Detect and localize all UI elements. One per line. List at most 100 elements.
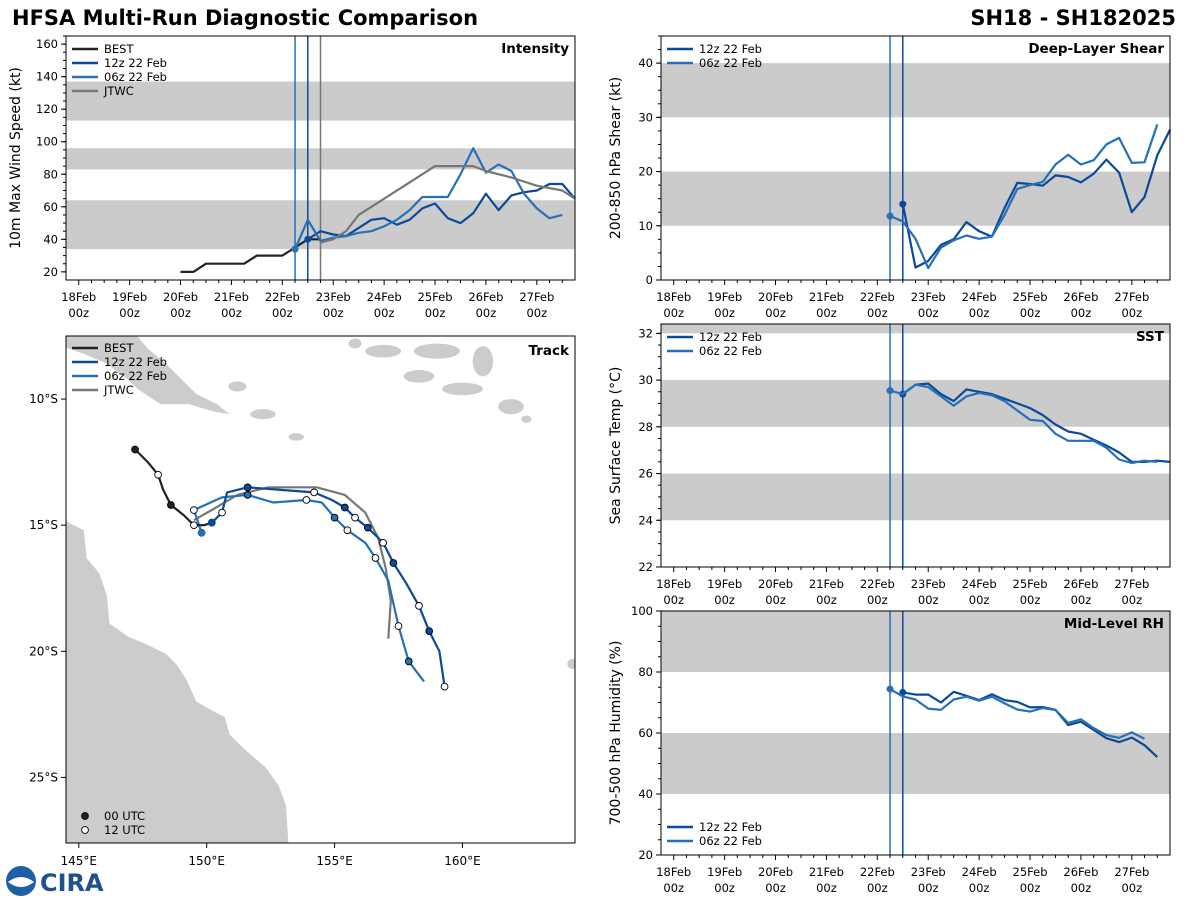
y-tick-label: 24 [638,513,653,527]
island [498,399,524,415]
cira-logo-text: CIRA [40,869,104,897]
x-tick-label: 00z [918,881,939,895]
track-point-12utc [440,682,449,691]
track-start-06z [197,528,206,537]
panel-title: Deep-Layer Shear [1028,41,1164,57]
legend-label: 06z 22 Feb [104,369,167,383]
panel-intensity: 18Feb 00z 19Feb 00z 20Feb 00z 21Feb 00z 22Feb 00z… [8,35,576,320]
x-tick-label: 00z [663,881,684,895]
y-tick-label: 20 [638,165,653,179]
marker-legend-label: 00 UTC [104,809,145,823]
y-tick-label: 26 [638,467,653,481]
y-tick-label: 20 [638,848,653,862]
track-point-12utc [302,496,311,504]
track-point-00utc [340,503,349,512]
lon-tick-label: 150°E [188,854,225,868]
legend-label: BEST [104,42,134,56]
track-point-00utc [404,657,413,666]
x-tick-label: 00z [663,593,684,607]
x-tick-label: 25Feb [418,290,453,304]
x-tick-label: 26Feb [1063,290,1098,304]
track-point-12utc [415,602,423,610]
x-tick-label: 00z [816,306,837,320]
x-tick-label: 00z [272,306,293,320]
track-point-00utc [131,445,139,454]
track-point-12utc [343,526,352,535]
series-start-point [304,235,312,243]
x-tick-label: 24Feb [962,577,997,591]
noaa-icon-wave [8,877,34,887]
x-tick-label: 00z [1121,306,1142,320]
series-start-point [886,212,894,220]
x-tick-label: 25Feb [1013,865,1048,879]
y-tick-label: 100 [631,604,653,618]
x-tick-label: 18Feb [61,290,96,304]
legend-label: 12z 22 Feb [699,330,762,344]
map-land [66,336,575,843]
australia-landmass [66,519,289,843]
legend-label: 12z 22 Feb [104,355,167,369]
x-tick-label: 26Feb [1063,577,1098,591]
y-tick-label: 10 [638,219,653,233]
x-tick-label: 00z [425,306,446,320]
x-tick-label: 18Feb [656,865,691,879]
lon-tick-label: 155°E [316,854,353,868]
threshold-band [661,171,1170,226]
series-line-12z-22-feb [307,182,576,241]
x-tick-label: 23Feb [911,290,946,304]
x-tick-label: 00z [1071,881,1092,895]
island [228,381,247,392]
series-start-point [899,200,907,208]
track-point-12utc [190,521,198,530]
x-tick-label: 19Feb [112,290,147,304]
y-tick-label: 160 [36,37,58,51]
x-tick-label: 00z [476,306,497,320]
x-tick-label: 00z [714,593,735,607]
marker-legend-swatch [81,826,89,834]
lat-tick-label: 25°S [29,770,58,784]
x-tick-label: 18Feb [656,577,691,591]
track-point-12utc [371,554,380,562]
track-point-12utc [351,513,359,522]
x-tick-label: 22Feb [265,290,300,304]
y-tick-label: 80 [638,665,653,679]
x-tick-label: 00z [765,881,786,895]
x-tick-label: 00z [526,306,547,320]
x-tick-label: 24Feb [962,290,997,304]
series-line-12z-22-feb [902,690,1159,758]
lat-tick-label: 15°S [29,518,58,532]
track-point-00utc [363,523,372,532]
x-tick-label: 23Feb [911,865,946,879]
track-point-12utc [379,538,388,547]
panel-rh: 18Feb 00z 19Feb 00z 20Feb 00z 21Feb 00z 22Feb 00z… [608,604,1171,895]
series-line-06z-22-feb [889,124,1159,270]
x-tick-label: 00z [221,306,242,320]
island [250,409,276,420]
legend-label: JTWC [103,84,134,98]
y-tick-label: 28 [638,420,653,434]
legend-label: 06z 22 Feb [699,56,762,70]
panel-track: 145°E 150°E 155°E 160°E 10°S 15°S 20°S 25°S Trac… [29,335,576,868]
cira-logo: CIRA [6,866,104,897]
x-tick-label: 00z [714,881,735,895]
y-tick-label: 120 [36,102,58,116]
island [348,338,362,349]
marker-legend-swatch [81,812,89,820]
panel-title: Mid-Level RH [1064,616,1164,632]
series-start-point [291,245,299,253]
x-tick-label: 25Feb [1013,577,1048,591]
x-tick-label: 00z [867,593,888,607]
lat-tick-label: 10°S [29,392,58,406]
series-line-12z-22-feb [902,382,1171,463]
track-point-12utc [154,470,162,479]
track-point-12utc [394,622,403,630]
legend-label: BEST [104,341,134,355]
y-tick-label: 0 [646,273,653,287]
island [521,415,532,424]
panel-shear: 18Feb 00z 19Feb 00z 20Feb 00z 21Feb 00z 22Feb 00z… [608,35,1171,320]
track-point-00utc [425,627,434,635]
track-point-12utc [218,508,226,517]
x-tick-label: 00z [765,306,786,320]
legend-label: 06z 22 Feb [104,70,167,84]
y-axis-label: 200-850 hPa Shear (kt) [608,77,624,239]
